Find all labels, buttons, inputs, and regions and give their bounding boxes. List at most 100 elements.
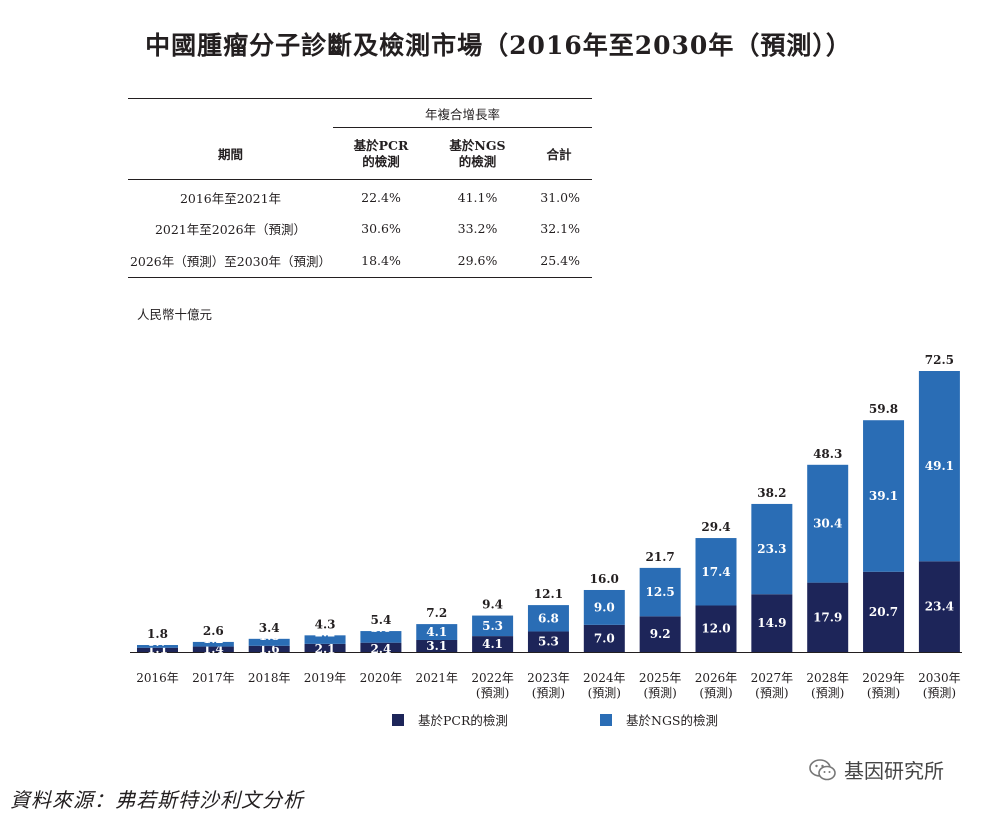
bar-segment-ngs [918,371,960,562]
ngs-value-label: 23.3 [757,542,786,556]
watermark-text: 基因研究所 [844,759,944,783]
unit-label: 人民幣十億元 [137,307,213,322]
x-tick-label: 2019年 [304,671,347,685]
table-row: 2026年（預測）至2030年（預測） 18.4% 29.6% 25.4% [128,244,592,278]
x-tick-sublabel: (預測) [923,686,956,700]
x-tick-label: 2022年 [471,671,514,685]
bar-segment-pcr [416,639,458,652]
legend-pcr-label: 基於PCR的檢測 [418,713,508,728]
x-tick-sublabel: (預測) [476,686,509,700]
bar-segment-ngs [416,624,458,640]
x-tick-label: 2017年 [192,671,235,685]
ngs-value-label: 9.0 [594,600,615,614]
pcr-value-label: 20.7 [869,605,898,619]
ngs-value-label: 3.0 [370,621,391,635]
ngs-value-label: 5.3 [482,619,503,633]
total-header: 合計 [526,127,592,180]
total-value-label: 2.6 [203,624,224,638]
ngs-value-label: 6.8 [538,611,559,625]
bar-segment-pcr [583,624,625,652]
bar-segment-pcr [751,594,793,652]
x-tick-sublabel: (預測) [811,686,844,700]
bar-segment-pcr [639,616,681,652]
pcr-value-label: 17.9 [813,610,842,624]
x-tick-label: 2029年 [862,671,905,685]
x-tick-label: 2020年 [360,671,403,685]
total-value-label: 3.4 [259,621,280,635]
watermark: 基因研究所 [808,755,944,784]
ngs-value-label: 1.2 [203,632,224,646]
bar-segment-pcr [137,647,178,652]
ngs-value-label: 49.1 [925,459,954,473]
total-value-label: 38.2 [757,486,786,500]
total-value-label: 21.7 [646,550,675,564]
pcr-value-label: 4.1 [482,637,503,651]
ngs-value-label: 1.8 [259,629,280,643]
bar-segment-ngs [583,589,625,625]
pcr-value-label: 2.1 [315,642,336,656]
pcr-value-label: 12.0 [701,622,730,636]
chart-title: 中國腫瘤分子診斷及檢測市場（2016年至2030年（預測）） [145,31,852,60]
x-tick-sublabel: (預測) [588,686,621,700]
bar-segment-ngs [192,641,234,647]
bar-segment-ngs [304,635,346,644]
x-tick-label: 2021年 [415,671,458,685]
pcr-value-label: 3.1 [426,639,447,653]
x-tick-label: 2018年 [248,671,291,685]
x-tick-sublabel: (預測) [755,686,788,700]
x-tick-sublabel: (預測) [699,686,732,700]
pcr-value-label: 5.3 [538,635,559,649]
bar-segment-ngs [639,567,681,617]
period-header: 期間 [128,127,333,180]
legend-ngs-swatch [600,713,612,726]
total-value-label: 72.5 [925,353,954,367]
ngs-value-label: 2.2 [315,625,336,639]
total-value-label: 9.4 [482,598,503,612]
legend-ngs: 基於NGS的檢測 [600,710,718,729]
bar-segment-ngs [472,615,514,637]
bar-segment-pcr [304,643,346,652]
pcr-value-label: 9.2 [650,627,671,641]
pcr-value-label: 2.4 [370,642,391,656]
bar-segment-pcr [472,636,514,652]
total-value-label: 1.8 [147,627,168,641]
pcr-value-label: 14.9 [757,616,786,630]
x-tick-sublabel: (預測) [643,686,676,700]
x-tick-label: 2023年 [527,671,570,685]
total-value-label: 59.8 [869,402,898,416]
total-value-label: 16.0 [590,572,619,586]
bar-segment-ngs [137,645,178,648]
legend-pcr-swatch [392,713,404,726]
x-tick-label: 2028年 [806,671,849,685]
bar-segment-ngs [360,631,402,643]
x-tick-label: 2027年 [751,671,794,685]
bar-segment-ngs [863,420,905,572]
x-tick-sublabel: (預測) [532,686,565,700]
x-tick-label: 2025年 [639,671,682,685]
bar-segment-pcr [918,561,960,652]
total-value-label: 12.1 [534,587,563,601]
table-row: 2021年至2026年（預測） 30.6% 33.2% 32.1% [154,220,580,237]
bar-segment-ngs [248,638,290,646]
table-row: 2016年至2021年 22.4% 41.1% 31.0% [179,190,580,207]
ngs-value-label: 30.4 [813,517,842,531]
bar-segment-ngs [695,538,737,606]
bar-segment-pcr [863,571,905,652]
ngs-value-label: 0.7 [147,635,168,649]
pcr-value-label: 7.0 [594,631,615,645]
x-tick-sublabel: (預測) [867,686,900,700]
x-tick-label: 2024年 [583,671,626,685]
cagr-table: 年複合增長率 期間 基於PCR 的檢測 基於NGS 的檢測 合計 2016年至2… [128,98,592,278]
x-tick-label: 2016年 [136,671,179,685]
total-value-label: 5.4 [370,613,391,627]
cagr-group-header: 年複合增長率 [333,98,592,128]
bar-segment-pcr [360,642,402,652]
pcr-value-label: 23.4 [925,600,954,614]
total-value-label: 29.4 [701,520,730,534]
bar-segment-ngs [751,503,793,595]
ngs-header: 基於NGS 的檢測 [429,127,526,180]
pcr-header: 基於PCR 的檢測 [333,127,429,180]
legend-ngs-label: 基於NGS的檢測 [626,713,718,728]
legend-pcr: 基於PCR的檢測 [392,710,508,729]
